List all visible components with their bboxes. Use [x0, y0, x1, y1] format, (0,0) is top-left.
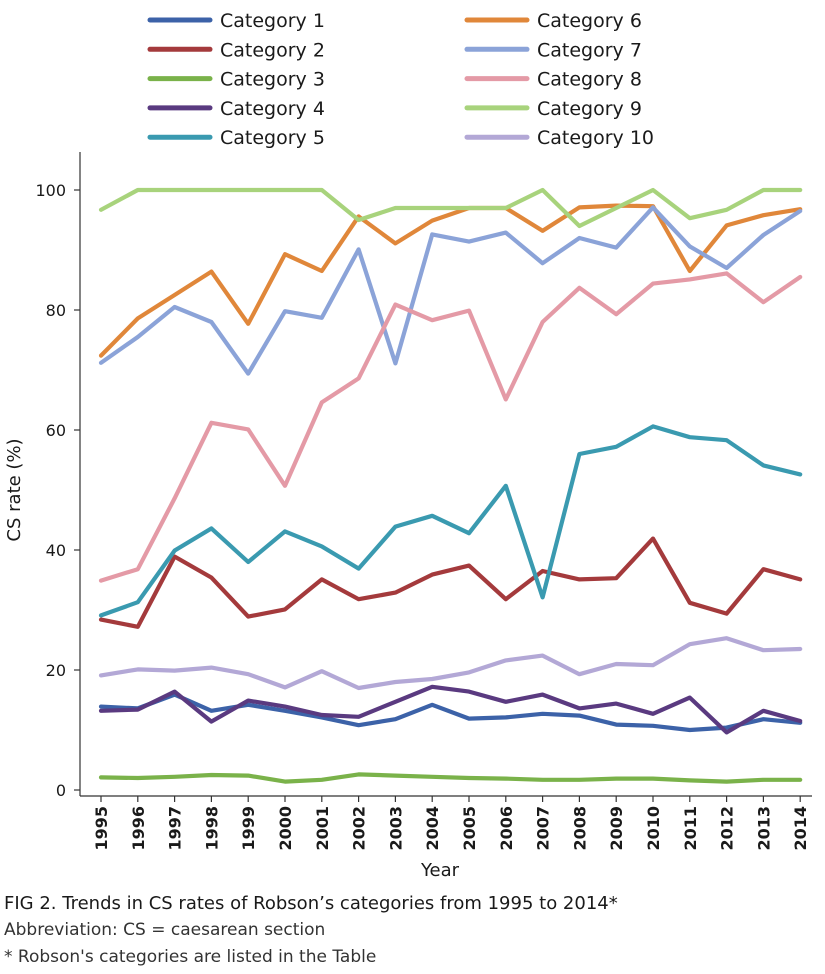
legend-label: Category 9 — [537, 98, 642, 120]
x-tick-label: 2000 — [276, 806, 295, 851]
series-line-category-7 — [98, 205, 803, 376]
x-tick-label: 1999 — [239, 806, 258, 851]
series-line-category-4 — [98, 684, 803, 735]
x-tick-label: 1995 — [92, 806, 111, 851]
x-tick-label: 2007 — [534, 806, 553, 851]
y-tick-label: 60 — [46, 421, 66, 440]
line-chart: Category 1 Category 2 Category 3 Category 4… — [4, 10, 812, 881]
x-tick-label: 2008 — [570, 806, 589, 851]
x-tick-label: 1998 — [202, 806, 221, 851]
figure-title: FIG 2. Trends in CS rates of Robson’s ca… — [4, 893, 618, 914]
y-tick-label: 20 — [46, 661, 66, 680]
x-tick-label: 2003 — [386, 806, 405, 851]
legend-label: Category 6 — [537, 10, 642, 32]
series-line-category-5 — [98, 424, 803, 618]
legend-label: Category 7 — [537, 39, 642, 61]
y-tick-label: 80 — [46, 301, 66, 320]
x-tick-label: 2005 — [460, 806, 479, 851]
x-tick-label: 2011 — [681, 806, 700, 851]
series-line-category-3 — [98, 772, 803, 784]
legend: Category 1 Category 2 Category 3 Category 4… — [147, 10, 654, 149]
series-line-category-6 — [98, 203, 803, 358]
x-tick-label: 1996 — [129, 806, 148, 851]
x-tick-label: 2006 — [497, 806, 516, 851]
x-tick-label: 1997 — [166, 806, 185, 851]
x-tick-label: 2010 — [644, 806, 663, 851]
series-line-category-9 — [98, 187, 803, 229]
y-axis-title: CS rate (%) — [4, 438, 25, 541]
legend-label: Category 4 — [220, 98, 325, 120]
footnote: * Robson's categories are listed in the … — [4, 947, 377, 967]
legend-label: Category 2 — [220, 39, 325, 61]
legend-label: Category 3 — [220, 69, 325, 91]
y-tick-label: 0 — [56, 781, 66, 800]
figure-caption: FIG 2. Trends in CS rates of Robson’s ca… — [4, 890, 819, 971]
y-tick-label: 40 — [46, 541, 66, 560]
legend-label: Category 10 — [537, 127, 654, 149]
x-tick-label: 2013 — [754, 806, 773, 851]
x-axis-title: Year — [420, 860, 460, 881]
x-tick-label: 2014 — [791, 806, 810, 851]
series-line-category-10 — [98, 636, 803, 691]
legend-label: Category 8 — [537, 69, 642, 91]
x-tick-label: 2009 — [607, 806, 626, 851]
series-line-category-2 — [98, 536, 803, 629]
x-tick-label: 2012 — [718, 806, 737, 851]
legend-label: Category 1 — [220, 10, 325, 32]
legend-label: Category 5 — [220, 127, 325, 149]
series-lines — [98, 187, 803, 784]
series-line-category-8 — [98, 271, 803, 583]
y-axis-ticks: 0 20 40 60 80 100 — [35, 181, 80, 800]
x-axis-ticks: 1995 1996 1997 1998 1999 2000 2001 2002 2003 2004… — [92, 796, 810, 851]
abbreviation-note: Abbreviation: CS = caesarean section — [4, 920, 326, 940]
x-tick-label: 2001 — [313, 806, 332, 851]
x-tick-label: 2004 — [423, 806, 442, 851]
y-tick-label: 100 — [35, 181, 66, 200]
x-tick-label: 2002 — [350, 806, 369, 851]
series-line-category-1 — [98, 692, 803, 733]
